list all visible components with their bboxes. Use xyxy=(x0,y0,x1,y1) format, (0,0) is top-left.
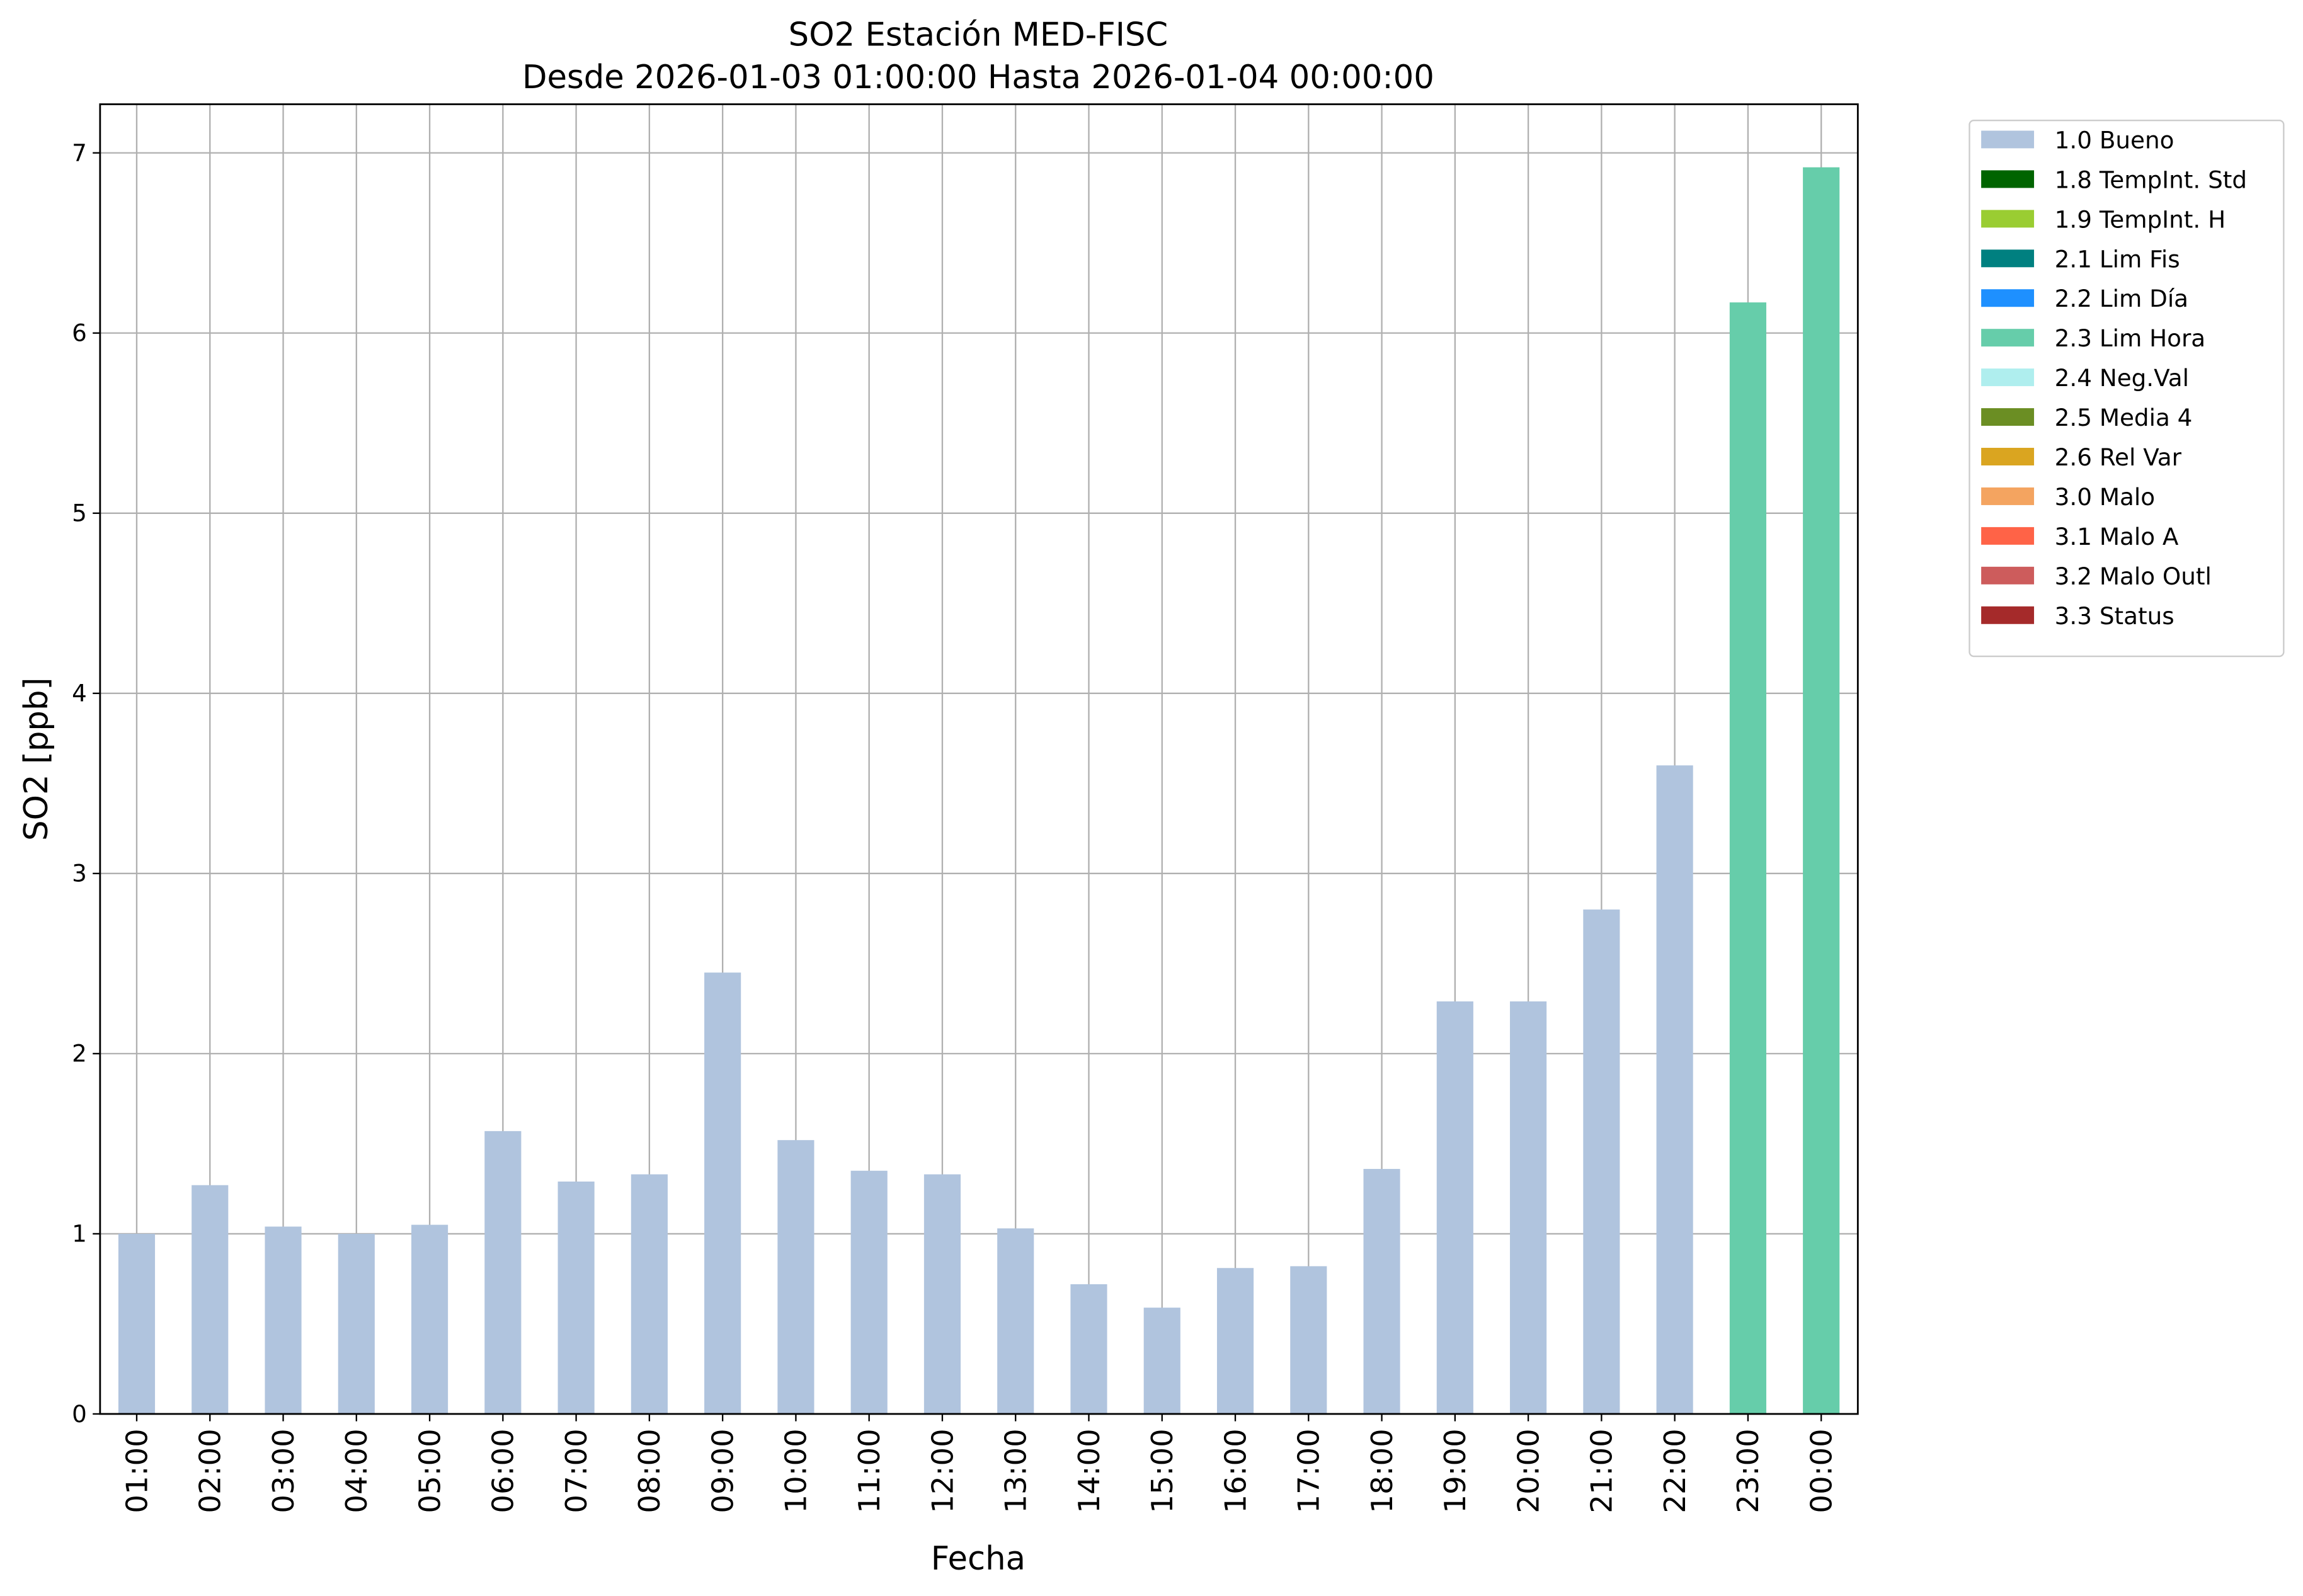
legend-swatch xyxy=(1981,606,2035,624)
bar xyxy=(1216,1268,1254,1414)
legend-swatch xyxy=(1981,408,2035,426)
legend-label: 2.5 Media 4 xyxy=(2055,404,2193,431)
bar xyxy=(704,972,741,1414)
y-tick-label: 6 xyxy=(72,319,87,347)
y-tick-label: 7 xyxy=(72,139,87,167)
x-tick-label: 06:00 xyxy=(486,1428,520,1513)
x-tick-label: 07:00 xyxy=(559,1428,593,1513)
legend-swatch xyxy=(1981,170,2035,188)
y-tick-label: 2 xyxy=(72,1040,87,1068)
bar xyxy=(1583,909,1620,1414)
legend-swatch xyxy=(1981,289,2035,307)
legend-label: 2.6 Rel Var xyxy=(2055,443,2182,471)
y-tick-label: 1 xyxy=(72,1220,87,1248)
bar xyxy=(777,1140,814,1414)
plot-frame xyxy=(99,103,1859,1415)
x-tick-label: 05:00 xyxy=(413,1428,447,1513)
x-tick-label: 08:00 xyxy=(632,1428,666,1513)
bar xyxy=(850,1170,888,1414)
bar xyxy=(118,1233,156,1414)
bar xyxy=(557,1181,595,1414)
bar xyxy=(191,1185,229,1414)
x-tick-label: 12:00 xyxy=(925,1428,959,1513)
x-tick-label: 09:00 xyxy=(706,1428,740,1513)
bar xyxy=(1729,302,1766,1414)
x-tick-label: 01:00 xyxy=(120,1428,154,1513)
bar xyxy=(265,1226,302,1414)
legend-label: 1.0 Bueno xyxy=(2055,126,2174,154)
bar xyxy=(1656,765,1693,1414)
legend-label: 3.3 Status xyxy=(2055,602,2174,630)
bar xyxy=(1363,1168,1400,1414)
legend-swatch xyxy=(1981,448,2035,465)
bar xyxy=(1436,1001,1473,1414)
x-tick-label: 11:00 xyxy=(852,1428,886,1513)
y-tick-label: 4 xyxy=(72,680,87,707)
legend-swatch xyxy=(1981,487,2035,505)
y-axis-label: SO2 [ppb] xyxy=(18,678,55,841)
x-tick-label: 00:00 xyxy=(1804,1428,1838,1513)
legend-swatch xyxy=(1981,527,2035,545)
x-tick-label: 21:00 xyxy=(1585,1428,1619,1513)
x-tick-label: 18:00 xyxy=(1365,1428,1399,1513)
legend-swatch xyxy=(1981,130,2035,149)
legend-swatch xyxy=(1981,249,2035,268)
x-axis-label: Fecha xyxy=(931,1540,1026,1578)
bar xyxy=(997,1228,1034,1414)
bar xyxy=(1143,1308,1180,1414)
x-tick-label: 16:00 xyxy=(1218,1428,1252,1513)
legend-swatch xyxy=(1981,210,2035,228)
x-tick-label: 17:00 xyxy=(1292,1428,1326,1513)
x-tick-label: 14:00 xyxy=(1072,1428,1106,1513)
legend-swatch xyxy=(1981,329,2035,347)
x-tick-label: 19:00 xyxy=(1438,1428,1472,1513)
x-tick-label: 03:00 xyxy=(266,1428,300,1513)
x-tick-label: 02:00 xyxy=(193,1428,227,1513)
x-tick-label: 13:00 xyxy=(999,1428,1033,1513)
legend-swatch xyxy=(1981,566,2035,584)
x-tick-label: 22:00 xyxy=(1658,1428,1692,1513)
chart-subtitle: Desde 2026-01-03 01:00:00 Hasta 2026-01-… xyxy=(522,59,1434,96)
legend-label: 1.8 TempInt. Std xyxy=(2055,166,2247,193)
x-tick-label: 10:00 xyxy=(779,1428,813,1513)
legend-label: 1.9 TempInt. H xyxy=(2055,205,2226,233)
legend-label: 2.2 Lim Día xyxy=(2055,285,2188,312)
bar xyxy=(338,1233,375,1414)
legend-swatch xyxy=(1981,368,2035,387)
legend-label: 2.3 Lim Hora xyxy=(2055,324,2205,352)
legend-label: 2.4 Neg.Val xyxy=(2055,364,2189,392)
legend-label: 3.2 Malo Outl xyxy=(2055,562,2212,590)
bar xyxy=(484,1131,522,1414)
bar xyxy=(1290,1266,1327,1414)
bar xyxy=(923,1174,961,1414)
x-tick-label: 20:00 xyxy=(1511,1428,1545,1513)
y-tick-label: 0 xyxy=(72,1400,87,1428)
bar xyxy=(1070,1284,1107,1414)
x-tick-label: 04:00 xyxy=(340,1428,374,1513)
legend-label: 3.1 Malo A xyxy=(2055,523,2179,550)
y-tick-label: 3 xyxy=(72,860,87,887)
legend-box xyxy=(1969,119,2285,658)
legend-label: 3.0 Malo xyxy=(2055,483,2155,511)
bar xyxy=(1803,167,1840,1414)
bar xyxy=(411,1224,449,1414)
y-tick-label: 5 xyxy=(72,499,87,527)
chart-title: SO2 Estación MED-FISC xyxy=(789,16,1169,54)
x-tick-label: 15:00 xyxy=(1145,1428,1179,1513)
bar xyxy=(631,1174,668,1414)
bar xyxy=(1510,1001,1547,1414)
x-tick-label: 23:00 xyxy=(1731,1428,1765,1513)
legend-label: 2.1 Lim Fis xyxy=(2055,245,2180,273)
